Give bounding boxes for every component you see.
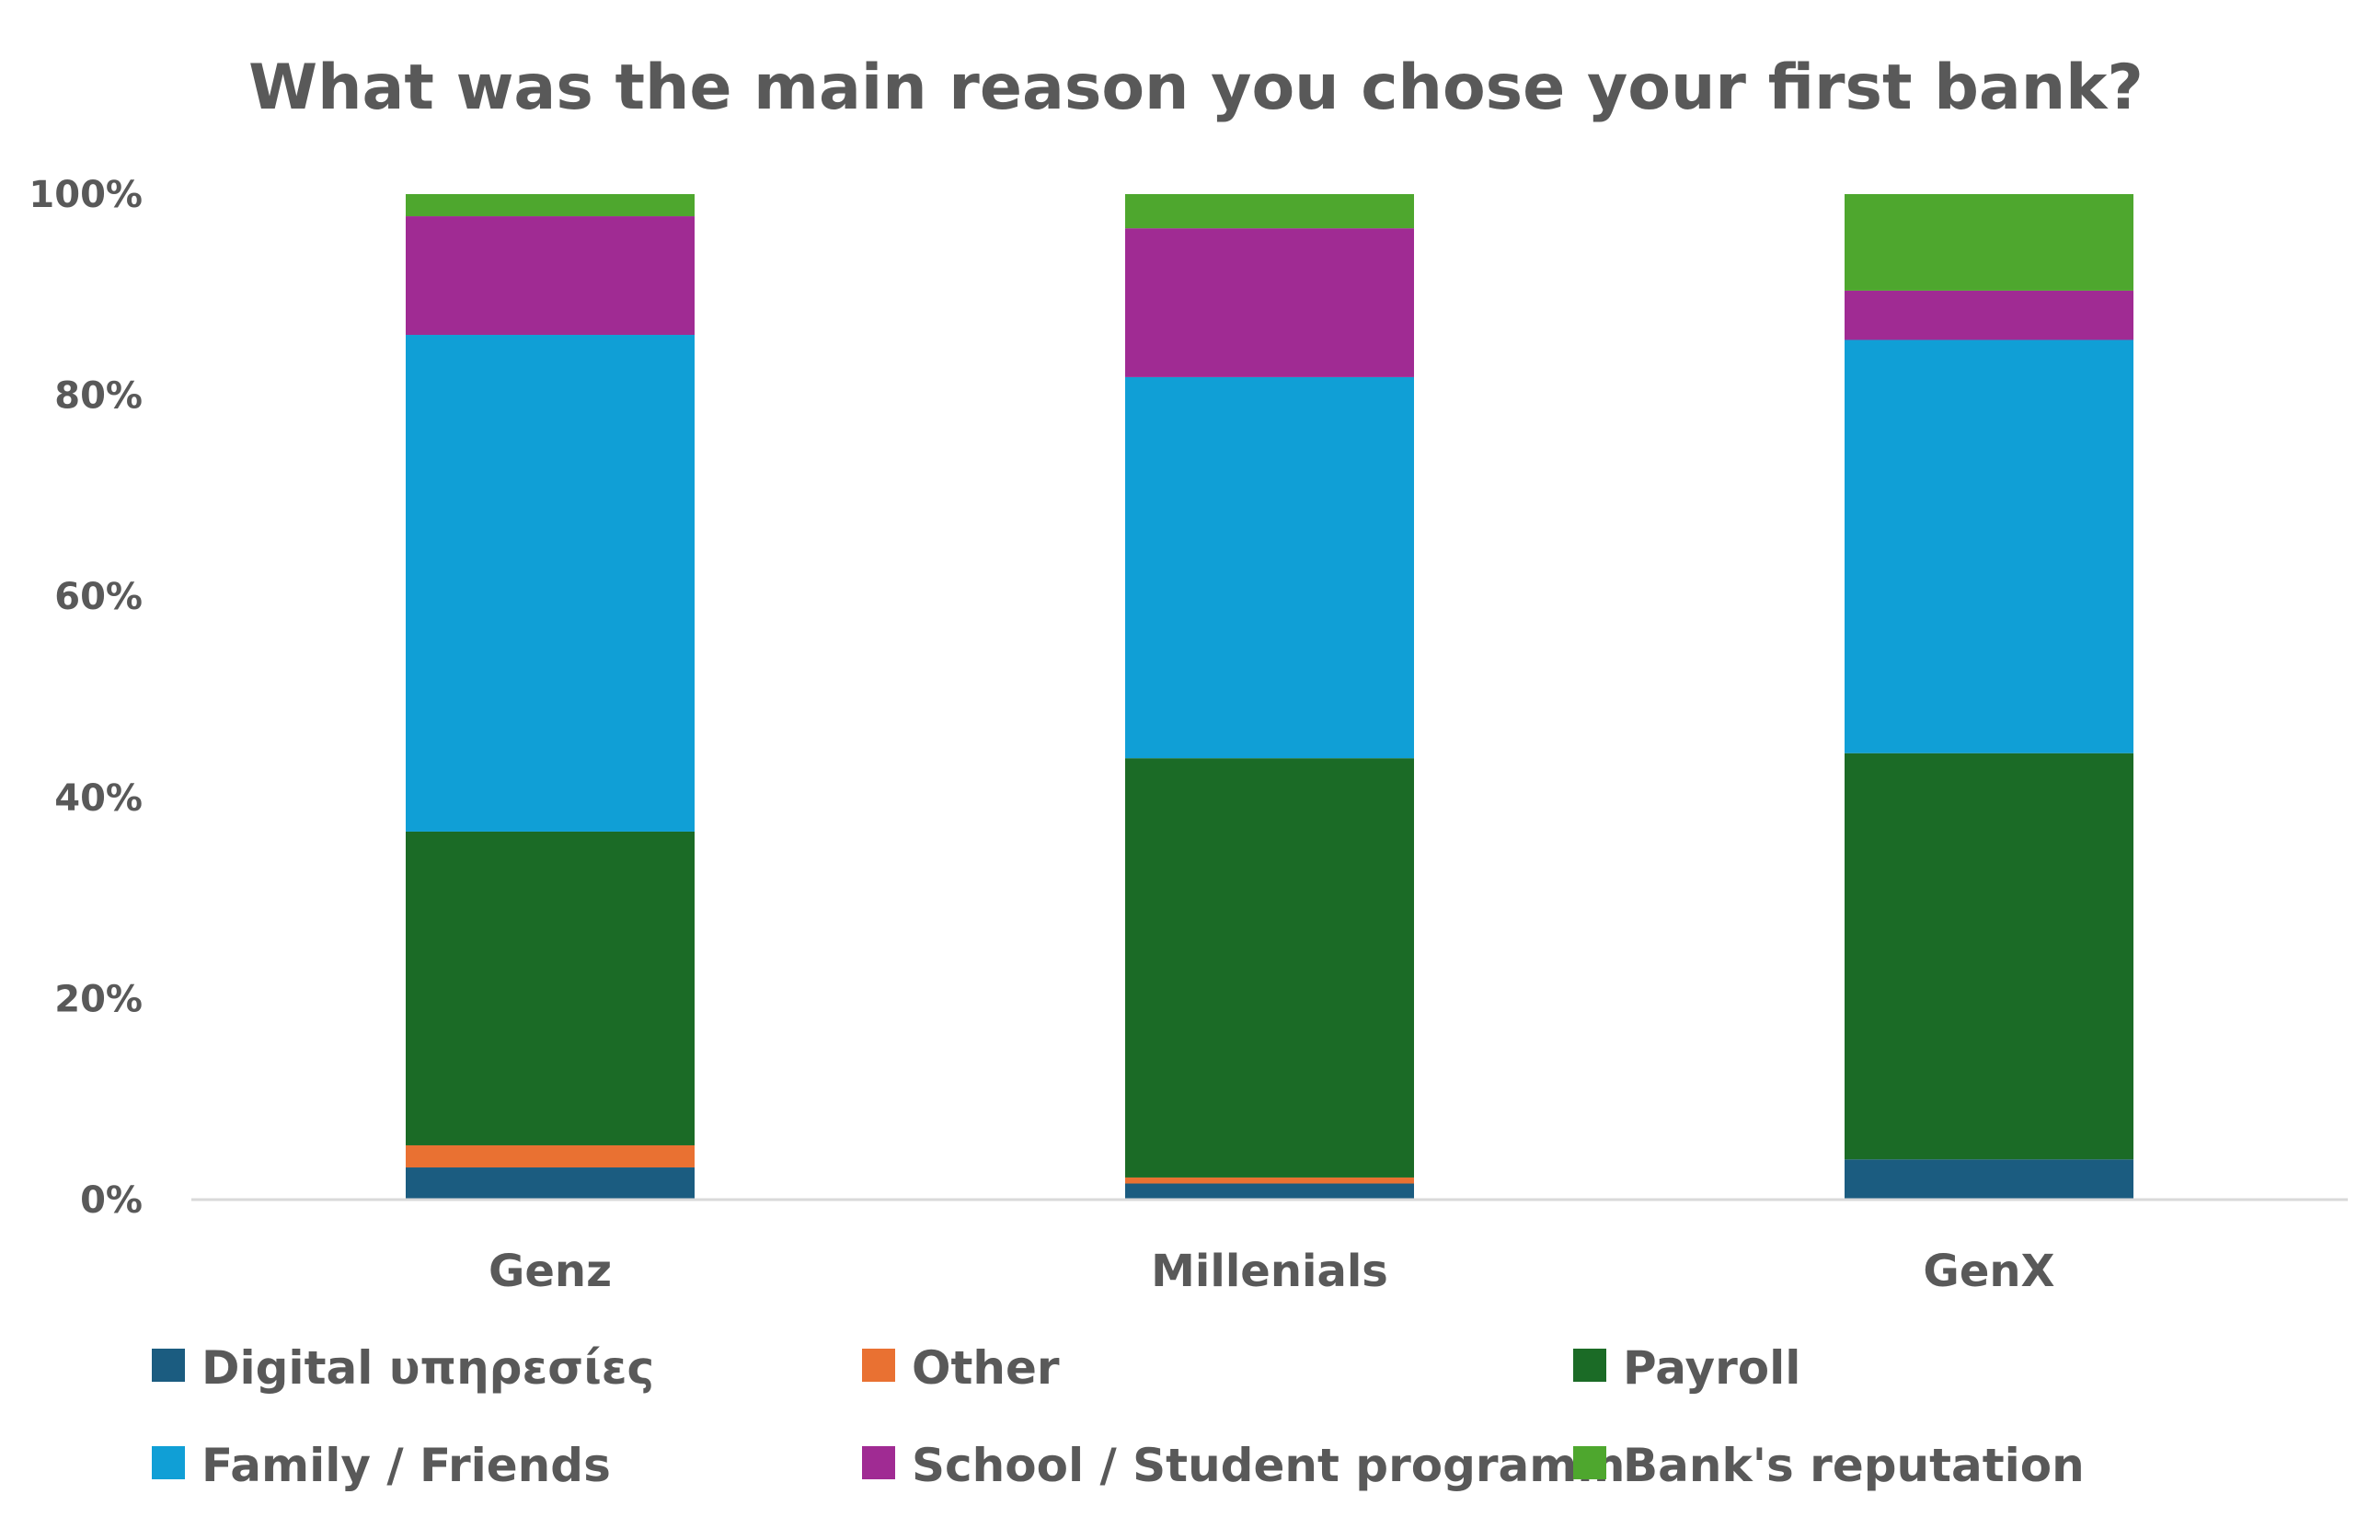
legend-swatch <box>1573 1446 1606 1479</box>
bar-segment <box>406 1144 695 1168</box>
bar-segment <box>1845 753 2133 1160</box>
legend-item: Bank's reputation <box>1573 1439 2085 1492</box>
y-axis: 0% 20% 40% 60% 80% 100% <box>29 174 143 1222</box>
legend-label: Payroll <box>1623 1341 1800 1395</box>
x-tick-label: Genz <box>489 1246 612 1297</box>
x-tick-label: Millenials <box>1151 1246 1388 1297</box>
legend-swatch <box>152 1349 185 1382</box>
bar-segment <box>406 335 695 832</box>
legend-item: Other <box>862 1341 1060 1395</box>
y-tick-label: 20% <box>54 978 143 1020</box>
bar-segment <box>1125 1183 1414 1200</box>
legend-label: Bank's reputation <box>1623 1439 2085 1492</box>
legend-label: Family / Friends <box>201 1439 611 1492</box>
bar-segment <box>1125 1177 1414 1184</box>
x-axis: Genz Millenials GenX <box>489 1246 2055 1297</box>
legend-swatch <box>1573 1349 1606 1382</box>
legend: Digital υπηρεσίες Other Payroll Family / Fr… <box>152 1341 2085 1492</box>
y-tick-label: 60% <box>54 576 143 618</box>
legend-label: Other <box>912 1341 1060 1395</box>
bar-segment <box>1845 1159 2133 1200</box>
y-tick-label: 40% <box>54 777 143 820</box>
y-tick-label: 80% <box>54 375 143 418</box>
bar-segment <box>406 831 695 1145</box>
bar-group-millenials <box>1125 194 1414 1200</box>
legend-item: Payroll <box>1573 1341 1800 1395</box>
bar-segment <box>1125 376 1414 759</box>
bar-segment <box>1125 194 1414 229</box>
legend-swatch <box>862 1446 895 1479</box>
y-tick-label: 0% <box>80 1179 143 1222</box>
legend-swatch <box>862 1349 895 1382</box>
legend-item: Digital υπηρεσίες <box>152 1341 654 1395</box>
y-tick-label: 100% <box>29 174 143 216</box>
bar-segment <box>406 1167 695 1200</box>
legend-label: School / Student programm <box>912 1439 1625 1492</box>
chart-title: What was the main reason you chose your … <box>248 52 2144 124</box>
legend-swatch <box>152 1446 185 1479</box>
bar-segment <box>1845 290 2133 340</box>
bar-segment <box>1845 339 2133 753</box>
bar-segment <box>406 194 695 217</box>
bar-segment <box>406 216 695 336</box>
x-tick-label: GenX <box>1923 1246 2054 1297</box>
bar-segment <box>1125 228 1414 377</box>
bar-segment <box>1125 758 1414 1178</box>
legend-item: Family / Friends <box>152 1439 611 1492</box>
bars <box>406 194 2133 1200</box>
bar-segment <box>1845 194 2133 291</box>
legend-label: Digital υπηρεσίες <box>201 1341 654 1395</box>
bar-group-genz <box>406 194 695 1200</box>
bar-group-genx <box>1845 194 2133 1200</box>
legend-item: School / Student programm <box>862 1439 1625 1492</box>
